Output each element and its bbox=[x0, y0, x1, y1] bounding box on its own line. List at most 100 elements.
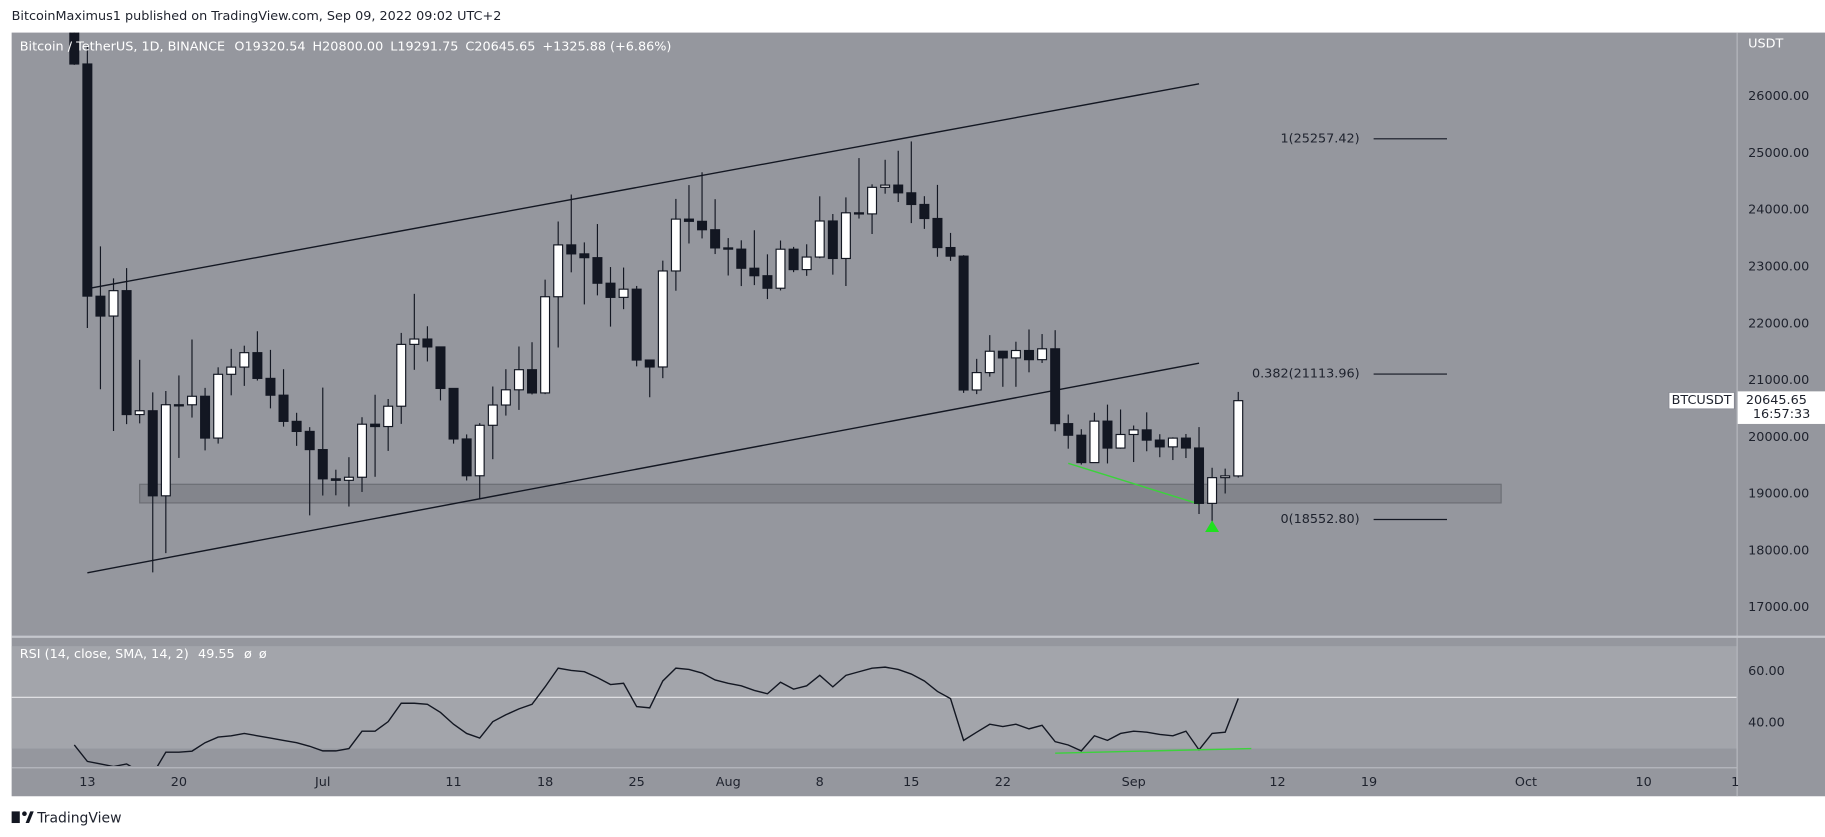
candle-body bbox=[618, 288, 629, 298]
rsi-legend: RSI (14, close, SMA, 14, 2) 49.55 ø ø bbox=[20, 647, 267, 662]
x-tick-label: 19 bbox=[1361, 775, 1377, 790]
y-tick-label: 19000.00 bbox=[1748, 487, 1809, 502]
candle-body bbox=[461, 438, 472, 477]
candle-body bbox=[540, 296, 551, 394]
candle-body bbox=[566, 244, 577, 255]
trend-line bbox=[1068, 462, 1200, 505]
rsi-tick-label: 60.00 bbox=[1748, 664, 1785, 679]
rsi-value: 49.55 bbox=[198, 647, 235, 662]
candle-body bbox=[553, 244, 564, 298]
candle-body bbox=[984, 350, 995, 374]
candle-body bbox=[670, 218, 681, 272]
candle-body bbox=[383, 405, 394, 428]
y-tick-label: 22000.00 bbox=[1748, 316, 1809, 331]
candle-body bbox=[147, 410, 158, 497]
rsi-flag: ø bbox=[259, 647, 267, 662]
candle-body bbox=[1154, 439, 1165, 448]
candle-body bbox=[1180, 437, 1191, 449]
candle-body bbox=[710, 229, 721, 249]
candle-body bbox=[1233, 400, 1244, 477]
candle-body bbox=[592, 257, 603, 284]
signal-marker bbox=[1205, 520, 1220, 532]
candle-body bbox=[186, 395, 197, 406]
symbol-box bbox=[1668, 392, 1735, 410]
candle-body bbox=[448, 387, 459, 440]
candle-body bbox=[1063, 423, 1074, 436]
candle-body bbox=[200, 395, 211, 439]
logo-part bbox=[11, 811, 20, 824]
legend-symbol: Bitcoin / TetherUS, 1D, BINANCE bbox=[20, 39, 225, 54]
candle-body bbox=[853, 212, 864, 215]
candle-body bbox=[893, 184, 904, 194]
logo-part bbox=[25, 811, 34, 824]
candle-body bbox=[1194, 447, 1205, 504]
logo-part bbox=[22, 811, 27, 817]
candle-body bbox=[788, 248, 799, 271]
candle-body bbox=[880, 184, 891, 188]
x-tick-label: 1 bbox=[1731, 775, 1739, 790]
price-pane: 1(25257.42) 0.382(21113.96) 0(18552.80) bbox=[69, 32, 1502, 574]
candle-body bbox=[1050, 348, 1061, 425]
candle-body bbox=[631, 288, 642, 361]
candle-body bbox=[1141, 429, 1152, 441]
candle-body bbox=[265, 377, 276, 396]
x-tick-label: 18 bbox=[537, 775, 553, 790]
candle-body bbox=[1037, 348, 1048, 361]
candle-body bbox=[958, 255, 969, 391]
candle-body bbox=[474, 424, 485, 477]
x-tick-label: Sep bbox=[1122, 775, 1146, 790]
y-tick-label: 17000.00 bbox=[1748, 600, 1809, 615]
legend-low: L19291.75 bbox=[390, 39, 458, 54]
x-tick-label: 25 bbox=[629, 775, 645, 790]
candle-body bbox=[82, 63, 93, 297]
candle-body bbox=[409, 338, 420, 345]
candle-body bbox=[1115, 433, 1126, 449]
published-note: BitcoinMaximus1 published on TradingView… bbox=[12, 9, 502, 24]
candle-body bbox=[422, 338, 433, 348]
x-tick-label: 12 bbox=[1269, 775, 1285, 790]
countdown: 16:57:33 bbox=[1753, 407, 1810, 422]
rsi-tick-label: 40.00 bbox=[1748, 715, 1785, 730]
candle-body bbox=[487, 404, 498, 426]
x-tick-label: 13 bbox=[79, 775, 95, 790]
candle-body bbox=[317, 449, 328, 480]
candle-body bbox=[683, 218, 694, 222]
candle-body bbox=[69, 32, 80, 65]
rsi-trend-line bbox=[1055, 747, 1252, 754]
candle-body bbox=[370, 423, 381, 428]
candle-body bbox=[357, 423, 368, 478]
candle-body bbox=[605, 282, 616, 298]
symbol-label: BTCUSDT bbox=[1672, 393, 1732, 408]
candle-body bbox=[239, 352, 250, 368]
candle-body bbox=[932, 217, 943, 249]
y-tick-label: 18000.00 bbox=[1748, 543, 1809, 558]
fib-label: 0.382(21113.96) bbox=[1252, 367, 1360, 382]
rsi-pane bbox=[11, 646, 1737, 766]
candle-body bbox=[1010, 349, 1021, 359]
candle-body bbox=[657, 270, 668, 368]
candle-body bbox=[95, 295, 106, 317]
candle-body bbox=[736, 248, 747, 269]
x-tick-label: Aug bbox=[716, 775, 741, 790]
candle-body bbox=[121, 290, 132, 416]
rsi-line bbox=[73, 666, 1239, 766]
x-tick-label: 15 bbox=[903, 775, 919, 790]
axes: 17000.00 18000.00 19000.00 20000.00 21000.00… bbox=[79, 89, 1825, 790]
candle-body bbox=[723, 247, 734, 250]
candle-body bbox=[945, 246, 956, 257]
y-tick-label: 20000.00 bbox=[1748, 430, 1809, 445]
x-tick-label: Jul bbox=[314, 775, 330, 790]
candle-body bbox=[801, 256, 812, 271]
candle-body bbox=[697, 220, 708, 231]
candle-body bbox=[814, 220, 825, 258]
trend-line bbox=[87, 83, 1200, 290]
candle-body bbox=[997, 350, 1008, 359]
fib-label: 1(25257.42) bbox=[1280, 131, 1359, 146]
candle-body bbox=[579, 253, 590, 259]
candle-body bbox=[1089, 420, 1100, 464]
candle-body bbox=[252, 352, 263, 379]
last-price: 20645.65 bbox=[1746, 393, 1807, 408]
legend-change: +1325.88 (+6.86%) bbox=[542, 39, 671, 54]
